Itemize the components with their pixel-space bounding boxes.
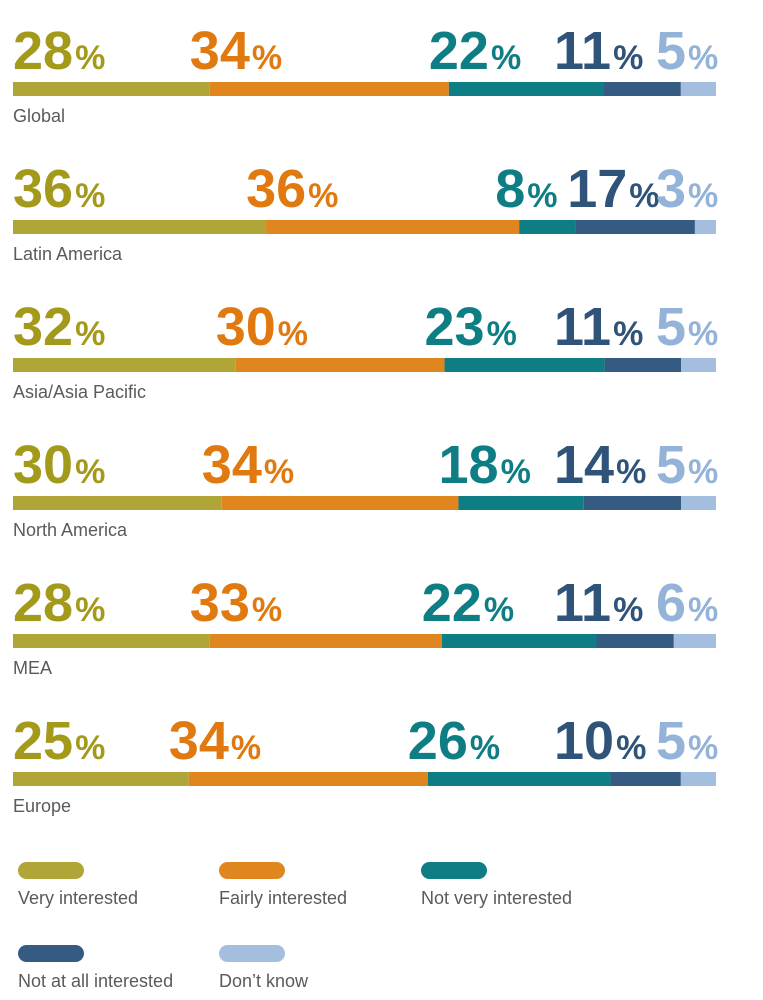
value-label-very-interested: 25% <box>13 711 105 771</box>
bar-segment-not-very-interested <box>427 772 611 786</box>
legend-item-not-at-all-interested: Not at all interested <box>18 945 173 991</box>
bar-segment-not-at-all-interested <box>604 358 682 372</box>
value-label-don-t-know: 5% <box>656 435 718 495</box>
value-label-not-at-all-interested: 17% <box>567 159 659 219</box>
value-label-don-t-know: 3% <box>656 159 718 219</box>
bar-segment-fairly-interested <box>221 496 459 510</box>
value-label-fairly-interested: 34% <box>169 711 261 771</box>
region-label: MEA <box>13 658 52 678</box>
legend-label: Don’t know <box>219 971 309 991</box>
value-label-fairly-interested: 30% <box>216 297 308 357</box>
bar-segment-fairly-interested <box>209 634 442 648</box>
legend-swatch <box>219 945 285 962</box>
bar-segment-very-interested <box>13 220 267 234</box>
bar-segment-don-t-know <box>681 496 716 510</box>
value-label-not-at-all-interested: 10% <box>554 711 646 771</box>
bar-segment-don-t-know <box>694 220 716 234</box>
bar-segment-not-very-interested <box>458 496 584 510</box>
value-label-don-t-know: 5% <box>656 21 718 81</box>
bar-segment-don-t-know <box>681 358 716 372</box>
value-label-don-t-know: 6% <box>656 573 718 633</box>
legend-item-not-very-interested: Not very interested <box>421 862 572 908</box>
bar-segment-don-t-know <box>680 772 716 786</box>
legend-item-fairly-interested: Fairly interested <box>219 862 347 908</box>
row-latin-america: 36% 36% 8% 17%3% Latin America <box>13 159 718 264</box>
value-label-not-at-all-interested: 11% <box>554 573 643 633</box>
bar-segment-not-at-all-interested <box>596 634 674 648</box>
bar-segment-not-at-all-interested <box>583 496 682 510</box>
bar-segment-not-at-all-interested <box>603 82 681 96</box>
bar-segment-fairly-interested <box>209 82 449 96</box>
legend-label: Not at all interested <box>18 971 173 991</box>
bar-segment-very-interested <box>13 634 210 648</box>
row-north-america: 30% 34% 18% 14% 5% North America <box>13 435 718 540</box>
bar-segment-not-very-interested <box>519 220 576 234</box>
legend-label: Fairly interested <box>219 888 347 908</box>
legend-swatch <box>18 862 84 879</box>
value-label-not-very-interested: 23% <box>425 297 517 357</box>
bar-segment-not-very-interested <box>441 634 597 648</box>
bar-segment-fairly-interested <box>266 220 520 234</box>
value-label-not-very-interested: 8% <box>495 159 557 219</box>
legend-swatch <box>421 862 487 879</box>
region-label: Asia/Asia Pacific <box>13 382 146 402</box>
bar-segment-very-interested <box>13 772 189 786</box>
value-label-very-interested: 28% <box>13 573 105 633</box>
row-mea: 28% 33% 22% 11% 6% MEA <box>13 573 718 678</box>
legend-swatch <box>219 862 285 879</box>
bar-segment-very-interested <box>13 496 222 510</box>
legend-label: Very interested <box>18 888 138 908</box>
value-label-not-very-interested: 26% <box>408 711 500 771</box>
bar-segment-don-t-know <box>673 634 716 648</box>
value-label-not-at-all-interested: 11% <box>554 297 643 357</box>
row-global: 28% 34% 22% 11% 5% Global <box>13 21 718 126</box>
value-label-not-at-all-interested: 14% <box>554 435 646 495</box>
bar-segment-not-at-all-interested <box>610 772 681 786</box>
region-label: Latin America <box>13 244 123 264</box>
bar-segment-not-very-interested <box>444 358 605 372</box>
value-label-very-interested: 32% <box>13 297 105 357</box>
value-label-not-at-all-interested: 11% <box>554 21 643 81</box>
value-label-not-very-interested: 22% <box>429 21 521 81</box>
row-europe: 25% 34% 26% 10% 5% Europe <box>13 711 718 816</box>
legend: Very interested Fairly interested Not very… <box>18 862 572 991</box>
bar-segment-very-interested <box>13 358 236 372</box>
value-label-not-very-interested: 18% <box>439 435 531 495</box>
region-label: Europe <box>13 796 71 816</box>
bar-segment-fairly-interested <box>235 358 445 372</box>
value-label-fairly-interested: 36% <box>246 159 338 219</box>
value-label-not-very-interested: 22% <box>422 573 514 633</box>
bar-segment-very-interested <box>13 82 210 96</box>
bar-segment-don-t-know <box>680 82 716 96</box>
value-label-very-interested: 28% <box>13 21 105 81</box>
legend-label: Not very interested <box>421 888 572 908</box>
value-label-don-t-know: 5% <box>656 711 718 771</box>
bar-segment-not-at-all-interested <box>575 220 695 234</box>
legend-item-very-interested: Very interested <box>18 862 138 908</box>
value-label-fairly-interested: 34% <box>202 435 294 495</box>
bar-segment-fairly-interested <box>188 772 428 786</box>
row-asia-asia-pacific: 32% 30% 23% 11% 5% Asia/Asia Pacific <box>13 297 718 402</box>
region-label: Global <box>13 106 65 126</box>
value-label-very-interested: 30% <box>13 435 105 495</box>
value-label-fairly-interested: 33% <box>190 573 282 633</box>
region-label: North America <box>13 520 128 540</box>
value-label-fairly-interested: 34% <box>190 21 282 81</box>
bar-segment-not-very-interested <box>448 82 604 96</box>
legend-item-don-t-know: Don’t know <box>219 945 309 991</box>
value-label-don-t-know: 5% <box>656 297 718 357</box>
value-label-very-interested: 36% <box>13 159 105 219</box>
legend-swatch <box>18 945 84 962</box>
